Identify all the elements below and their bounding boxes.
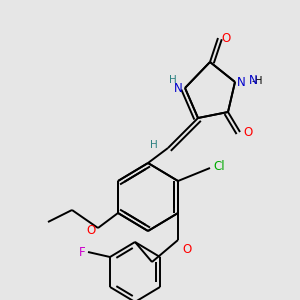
Text: O: O [243,125,252,139]
Text: O: O [87,224,96,236]
Text: O: O [221,32,230,44]
Text: N: N [174,82,183,94]
Text: H: H [169,75,177,85]
Text: H: H [150,140,158,150]
Text: Cl: Cl [213,160,225,172]
Text: N: N [237,76,246,88]
Text: N: N [249,74,258,88]
Text: F: F [80,245,86,259]
Text: -H: -H [251,76,262,86]
Text: O: O [182,243,191,256]
